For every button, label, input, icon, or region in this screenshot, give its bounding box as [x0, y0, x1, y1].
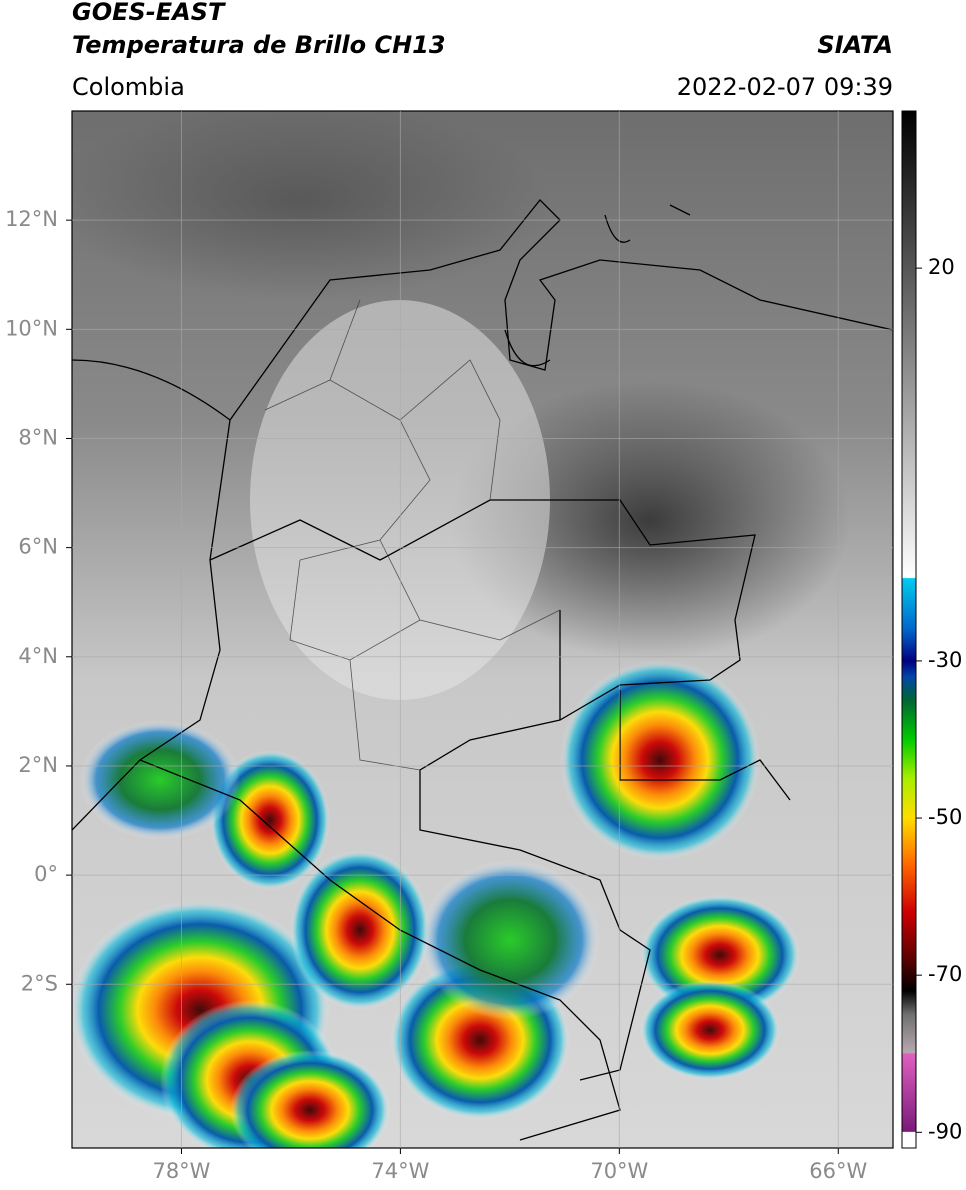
region: Colombia: [72, 73, 185, 101]
subtitle: Temperatura de Brillo CH13: [72, 31, 446, 59]
axes: 78°W 74°W 70°W 66°W 12°N 10°N 8°N 6°N 4°N 2°N 0° 2°…: [5, 207, 867, 1183]
x-tick-label: 70°W: [590, 1159, 648, 1183]
y-tick-label: 2°S: [21, 971, 58, 995]
timestamp: 2022-02-07 09:39: [677, 73, 893, 101]
grid: [72, 111, 893, 1148]
colorbar-tick-label: 20: [928, 255, 955, 279]
colorbar-tick-label: -90: [928, 1119, 962, 1143]
x-tick-label: 66°W: [809, 1159, 867, 1183]
plot-frame: [71, 110, 894, 1149]
source: SIATA: [817, 31, 893, 59]
colorbar-tick-label: -70: [928, 962, 962, 986]
y-tick-label: 6°N: [18, 535, 58, 559]
colorbar-axis: 20 -30 -50 -70 -90: [916, 255, 962, 1143]
satellite-image: [72, 111, 893, 1148]
colorbar-tick-label: -50: [928, 805, 962, 829]
title: GOES-EAST: [72, 0, 226, 26]
colorbar-tick-label: -30: [928, 648, 962, 672]
y-tick-label: 2°N: [18, 753, 58, 777]
y-tick-label: 0°: [34, 862, 58, 886]
y-tick-label: 10°N: [5, 316, 58, 340]
x-tick-label: 74°W: [371, 1159, 429, 1183]
y-tick-label: 4°N: [18, 644, 58, 668]
y-tick-label: 8°N: [18, 425, 58, 449]
colorbar: [901, 110, 917, 1149]
y-tick-label: 12°N: [5, 207, 58, 231]
x-tick-label: 78°W: [152, 1159, 210, 1183]
